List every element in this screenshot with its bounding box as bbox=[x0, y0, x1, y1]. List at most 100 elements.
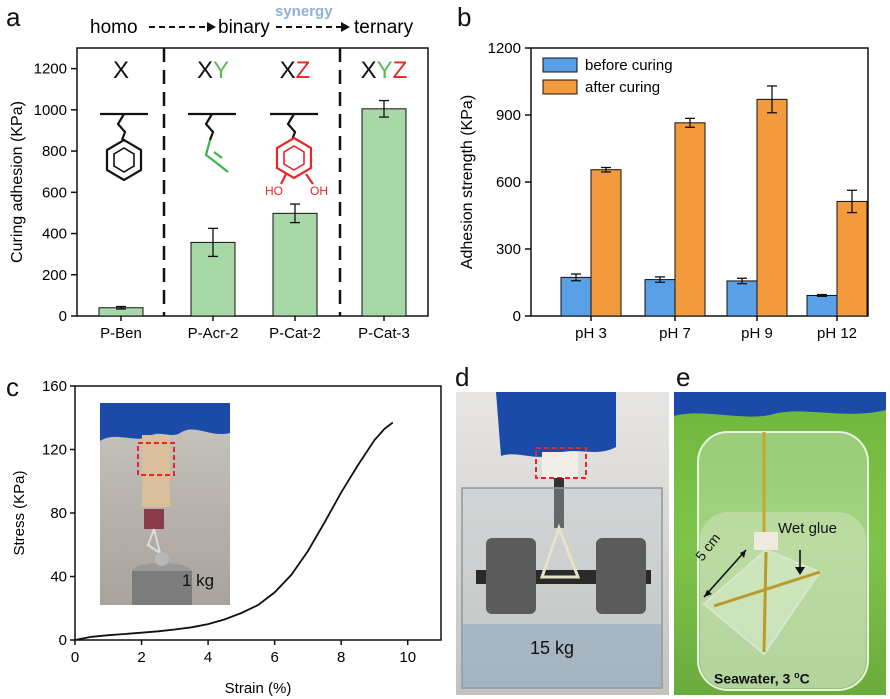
x-tick-label-b: pH 3 bbox=[575, 325, 607, 342]
group-letter: Y bbox=[377, 57, 393, 84]
photo-d: 15 kg bbox=[456, 392, 669, 695]
panel-c: c 0 2 4 6 8 10 0 40 80 120 160 Strain (%) Stress (… bbox=[0, 368, 445, 699]
x-tick-label-a: P-Cat-2 bbox=[269, 325, 321, 342]
group-letter: X bbox=[280, 57, 296, 84]
catechol-oh-label: OH bbox=[310, 184, 328, 198]
y-tick-label-a: 0 bbox=[59, 308, 67, 325]
bar-p-cat-3 bbox=[361, 108, 407, 317]
molecule-catechol bbox=[270, 112, 318, 185]
y-tick-label-a: 400 bbox=[42, 226, 67, 243]
panel-label-e: e bbox=[676, 362, 691, 392]
water bbox=[462, 624, 662, 688]
panel-label-b: b bbox=[457, 2, 472, 32]
y-tick-label-a: 1200 bbox=[34, 61, 67, 78]
x-tick-label-c: 2 bbox=[137, 649, 145, 666]
glue-label-e: Wet glue bbox=[778, 520, 837, 537]
x-tick-label-b: pH 12 bbox=[817, 325, 857, 342]
y-tick-label-a: 600 bbox=[42, 184, 67, 201]
legend-label: before curing bbox=[585, 57, 673, 74]
x-tick-label-c: 4 bbox=[204, 649, 212, 666]
sample-highlight-box bbox=[137, 442, 175, 476]
bar-after-ph9 bbox=[756, 98, 788, 317]
x-tick-label-a: P-Cat-3 bbox=[358, 325, 410, 342]
length-arrowhead-2 bbox=[704, 590, 712, 597]
glued-sample bbox=[542, 452, 578, 478]
glove-shape bbox=[496, 392, 616, 457]
bar-before-ph7 bbox=[644, 279, 676, 317]
caption-e-unit: C bbox=[799, 670, 810, 687]
ylabel-a: Curing adhesion (KPa) bbox=[9, 101, 26, 263]
ylabel-c: Stress (KPa) bbox=[11, 470, 28, 555]
header-synergy: synergy bbox=[275, 3, 333, 20]
y-tick-label-c: 0 bbox=[59, 632, 67, 649]
weight-body bbox=[132, 571, 192, 605]
caption-e-sup: o bbox=[794, 670, 800, 680]
group-letters: X bbox=[113, 57, 129, 84]
length-arrowhead-1 bbox=[740, 550, 746, 558]
hanger-strip bbox=[554, 478, 564, 528]
group-letter: X bbox=[197, 57, 213, 84]
panel-label-a: a bbox=[6, 2, 21, 32]
y-tick-label-c: 80 bbox=[50, 505, 67, 522]
molecule-acryl bbox=[188, 112, 236, 173]
panel-a: a homo binary synergy ternary bbox=[0, 0, 440, 345]
glue-line bbox=[713, 551, 821, 653]
y-tick-label-c: 160 bbox=[42, 378, 67, 395]
bar-before-ph3 bbox=[560, 276, 592, 317]
group-letter: Y bbox=[213, 57, 229, 84]
weight-label-c: 1 kg bbox=[182, 571, 215, 590]
weight-label-d: 15 kg bbox=[530, 638, 575, 658]
y-tick-label-b: 1200 bbox=[488, 40, 521, 57]
wire-hook bbox=[146, 528, 162, 556]
stress-strain-curve bbox=[74, 421, 394, 641]
group-letter: X bbox=[113, 57, 129, 84]
panel-label-c: c bbox=[6, 372, 19, 402]
legend-label: after curing bbox=[585, 79, 660, 96]
xlabel-c: Strain (%) bbox=[225, 680, 292, 697]
x-tick-label-c: 10 bbox=[399, 649, 416, 666]
photo-e: 5 cm Wet glue Seawater, 3 oC bbox=[674, 392, 886, 695]
panel-e: e 5 cm Wet glue Seawater, 3 oC bbox=[670, 362, 890, 699]
group-letters: XY bbox=[197, 57, 229, 84]
y-tick-label-b: 600 bbox=[496, 174, 521, 191]
length-arrow bbox=[703, 549, 747, 598]
group-letters: XYZ bbox=[361, 57, 408, 84]
panel-b: b 0 300 600 900 1200 pH 3 pH 7 pH 9 pH 12 befor… bbox=[445, 0, 890, 345]
y-tick-label-b: 900 bbox=[496, 107, 521, 124]
bar-after-ph12 bbox=[836, 200, 868, 317]
legend-swatch bbox=[542, 57, 578, 73]
x-tick-label-b: pH 7 bbox=[659, 325, 691, 342]
y-tick-label-a: 1000 bbox=[34, 102, 67, 119]
y-tick-label-a: 800 bbox=[42, 143, 67, 160]
header-binary: binary bbox=[218, 17, 270, 38]
catechol-ho-label: HO bbox=[265, 184, 283, 198]
y-tick-label-c: 40 bbox=[50, 569, 67, 586]
bar-before-ph12 bbox=[806, 294, 838, 317]
caption-e: Seawater, 3 oC bbox=[714, 670, 810, 687]
header-arrowhead-2 bbox=[341, 22, 350, 32]
chart-a: homo binary synergy ternary bbox=[9, 3, 429, 342]
panel-label-d: d bbox=[455, 362, 470, 392]
y-tick-label-c: 120 bbox=[42, 442, 67, 459]
glass-slides bbox=[702, 548, 822, 656]
chart-c: 0 2 4 6 8 10 0 40 80 120 160 Strain (%) Stress (KP… bbox=[11, 378, 442, 697]
x-tick-label-c: 6 bbox=[270, 649, 278, 666]
inset-photo-c: 1 kg bbox=[100, 403, 230, 605]
glue-arrowhead bbox=[795, 567, 805, 575]
clamp bbox=[144, 509, 164, 529]
group-letter: Z bbox=[296, 57, 311, 84]
glued-sample bbox=[142, 435, 170, 507]
glass-beaker bbox=[697, 431, 869, 691]
y-tick-label-b: 300 bbox=[496, 241, 521, 258]
glove-shape bbox=[674, 392, 886, 417]
molecule-benzyl bbox=[100, 112, 148, 182]
dumbbell-plates-left bbox=[486, 538, 536, 614]
rope bbox=[539, 523, 581, 579]
legend-swatch bbox=[542, 79, 578, 95]
panel-d: d 15 kg bbox=[445, 362, 670, 699]
x-tick-label-a: P-Acr-2 bbox=[188, 325, 239, 342]
bar-after-ph3 bbox=[590, 169, 622, 317]
bar-after-ph7 bbox=[674, 122, 706, 317]
header-arrowhead-1 bbox=[207, 22, 216, 32]
x-tick-label-a: P-Ben bbox=[100, 325, 142, 342]
